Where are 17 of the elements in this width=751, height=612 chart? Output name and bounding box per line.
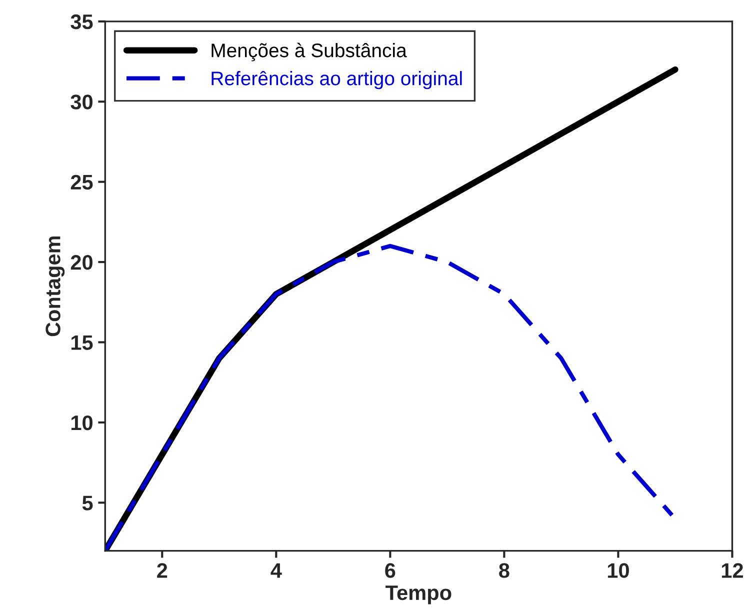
x-tick-label: 12 — [722, 563, 743, 578]
y-tick-label: 20 — [70, 255, 92, 270]
legend-label: Referências ao artigo original — [212, 70, 462, 90]
x-axis-title: Tempo — [386, 586, 452, 604]
x-tick-label: 4 — [270, 563, 282, 578]
y-tick-label: 5 — [82, 496, 93, 510]
legend-label: Menções à Substância — [212, 42, 407, 62]
y-tick-label: 15 — [71, 335, 93, 350]
y-tick-label: 35 — [70, 14, 93, 30]
x-tick-label: 8 — [499, 563, 510, 578]
y-tick-label: 25 — [70, 174, 93, 190]
x-tick-label: 10 — [608, 563, 629, 578]
y-tick-label: 10 — [71, 415, 92, 430]
x-tick-label: 6 — [385, 563, 396, 578]
x-tick-label: 2 — [157, 563, 168, 578]
y-tick-label: 30 — [70, 94, 92, 110]
y-axis-title: Contagem — [46, 236, 65, 336]
